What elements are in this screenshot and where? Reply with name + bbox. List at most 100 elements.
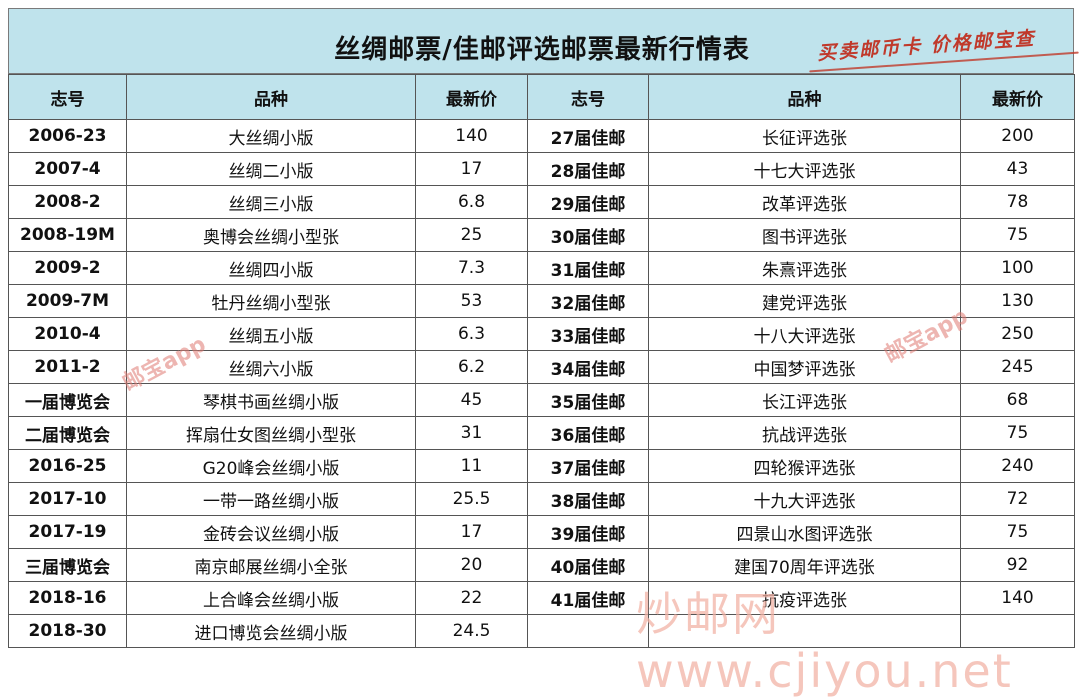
table-row: 2018-16 上合峰会丝绸小版 22 41届佳邮 抗疫评选张 140 <box>8 581 1075 615</box>
table-row: 2006-23 大丝绸小版 140 27届佳邮 长征评选张 200 <box>8 119 1075 153</box>
cell-code-left: 2017-19 <box>8 515 127 549</box>
cell-code-left: 2009-7M <box>8 284 127 318</box>
header-code-left: 志号 <box>8 74 127 120</box>
header-price-left: 最新价 <box>415 74 528 120</box>
cell-code-right: 38届佳邮 <box>527 482 649 516</box>
table-row: 2016-25 G20峰会丝绸小版 11 37届佳邮 四轮猴评选张 240 <box>8 449 1075 483</box>
cell-code-left: 2008-19M <box>8 218 127 252</box>
cell-price-right: 78 <box>960 185 1075 219</box>
empty-cell <box>527 614 649 648</box>
cell-name-left: 大丝绸小版 <box>126 119 416 153</box>
cell-code-left: 2018-16 <box>8 581 127 615</box>
cell-name-left: 丝绸四小版 <box>126 251 416 285</box>
cell-name-right: 改革评选张 <box>648 185 961 219</box>
cell-code-left: 一届博览会 <box>8 383 127 417</box>
table-body: 2006-23 大丝绸小版 140 27届佳邮 长征评选张 200 2007-4 丝绸二小版 1… <box>8 119 1075 648</box>
cell-name-left: 丝绸三小版 <box>126 185 416 219</box>
header-name-right: 品种 <box>648 74 961 120</box>
cell-price-left: 53 <box>415 284 528 318</box>
cell-code-left: 2010-4 <box>8 317 127 351</box>
cell-name-left: 奥博会丝绸小型张 <box>126 218 416 252</box>
header-code-right: 志号 <box>527 74 649 120</box>
cell-code-right: 41届佳邮 <box>527 581 649 615</box>
cell-code-right: 30届佳邮 <box>527 218 649 252</box>
cell-code-right: 35届佳邮 <box>527 383 649 417</box>
cell-name-right: 十九大评选张 <box>648 482 961 516</box>
cell-name-left: 牡丹丝绸小型张 <box>126 284 416 318</box>
table-row: 二届博览会 挥扇仕女图丝绸小型张 31 36届佳邮 抗战评选张 75 <box>8 416 1075 450</box>
table-row: 一届博览会 琴棋书画丝绸小版 45 35届佳邮 长江评选张 68 <box>8 383 1075 417</box>
cell-code-left: 二届博览会 <box>8 416 127 450</box>
cell-price-left: 31 <box>415 416 528 450</box>
cell-name-left: 金砖会议丝绸小版 <box>126 515 416 549</box>
page-title: 丝绸邮票/佳邮评选邮票最新行情表 <box>334 35 750 65</box>
cell-name-left: 丝绸二小版 <box>126 152 416 186</box>
cell-code-right: 31届佳邮 <box>527 251 649 285</box>
cell-name-left: 丝绸五小版 <box>126 317 416 351</box>
price-table: 志号 品种 最新价 志号 品种 最新价 2006-23 大丝绸小版 140 27届佳邮… <box>8 74 1075 648</box>
cell-name-right: 四景山水图评选张 <box>648 515 961 549</box>
cell-price-left: 24.5 <box>415 614 528 648</box>
cell-price-left: 17 <box>415 515 528 549</box>
cell-code-right: 32届佳邮 <box>527 284 649 318</box>
cell-name-right: 十八大评选张 <box>648 317 961 351</box>
cell-price-left: 6.8 <box>415 185 528 219</box>
cell-name-right: 十七大评选张 <box>648 152 961 186</box>
cell-price-right: 140 <box>960 581 1075 615</box>
cell-price-left: 17 <box>415 152 528 186</box>
cell-price-right: 245 <box>960 350 1075 384</box>
cell-price-right: 75 <box>960 515 1075 549</box>
cell-price-right: 75 <box>960 218 1075 252</box>
cell-code-left: 2018-30 <box>8 614 127 648</box>
table-row: 2018-30 进口博览会丝绸小版 24.5 <box>8 614 1075 648</box>
cell-price-right: 72 <box>960 482 1075 516</box>
cell-price-right: 200 <box>960 119 1075 153</box>
cell-name-left: 一带一路丝绸小版 <box>126 482 416 516</box>
cell-price-right: 100 <box>960 251 1075 285</box>
cell-price-right: 43 <box>960 152 1075 186</box>
cell-name-left: 挥扇仕女图丝绸小型张 <box>126 416 416 450</box>
cell-name-right: 抗战评选张 <box>648 416 961 450</box>
cell-price-left: 140 <box>415 119 528 153</box>
cell-name-left: 南京邮展丝绸小全张 <box>126 548 416 582</box>
cell-name-right: 长征评选张 <box>648 119 961 153</box>
header-row: 志号 品种 最新价 志号 品种 最新价 <box>8 74 1075 120</box>
cell-code-right: 27届佳邮 <box>527 119 649 153</box>
cell-price-left: 25 <box>415 218 528 252</box>
table-row: 2010-4 丝绸五小版 6.3 33届佳邮 十八大评选张 250 <box>8 317 1075 351</box>
cell-name-left: 进口博览会丝绸小版 <box>126 614 416 648</box>
cell-price-left: 45 <box>415 383 528 417</box>
cell-name-right: 抗疫评选张 <box>648 581 961 615</box>
cell-name-right: 建国70周年评选张 <box>648 548 961 582</box>
cell-price-right: 240 <box>960 449 1075 483</box>
cell-price-left: 22 <box>415 581 528 615</box>
cell-name-left: 琴棋书画丝绸小版 <box>126 383 416 417</box>
cell-code-right: 39届佳邮 <box>527 515 649 549</box>
header-price-right: 最新价 <box>960 74 1075 120</box>
title-bar: 丝绸邮票/佳邮评选邮票最新行情表 买卖邮币卡 价格邮宝查 <box>8 8 1079 74</box>
cell-name-left: 丝绸六小版 <box>126 350 416 384</box>
cell-name-right: 中国梦评选张 <box>648 350 961 384</box>
cell-name-right: 长江评选张 <box>648 383 961 417</box>
cell-price-right: 130 <box>960 284 1075 318</box>
cell-code-right: 37届佳邮 <box>527 449 649 483</box>
cell-name-right: 四轮猴评选张 <box>648 449 961 483</box>
cell-code-left: 2016-25 <box>8 449 127 483</box>
cell-price-right: 68 <box>960 383 1075 417</box>
table-row: 三届博览会 南京邮展丝绸小全张 20 40届佳邮 建国70周年评选张 92 <box>8 548 1075 582</box>
cell-code-left: 2007-4 <box>8 152 127 186</box>
table-row: 2017-19 金砖会议丝绸小版 17 39届佳邮 四景山水图评选张 75 <box>8 515 1075 549</box>
cell-name-right: 建党评选张 <box>648 284 961 318</box>
table-row: 2017-10 一带一路丝绸小版 25.5 38届佳邮 十九大评选张 72 <box>8 482 1075 516</box>
cell-price-left: 6.2 <box>415 350 528 384</box>
empty-cell <box>648 614 961 648</box>
cell-name-right: 朱熹评选张 <box>648 251 961 285</box>
cell-code-left: 2017-10 <box>8 482 127 516</box>
empty-cell <box>960 614 1075 648</box>
cell-price-left: 20 <box>415 548 528 582</box>
table-row: 2009-7M 牡丹丝绸小型张 53 32届佳邮 建党评选张 130 <box>8 284 1075 318</box>
cell-code-right: 34届佳邮 <box>527 350 649 384</box>
header-name-left: 品种 <box>126 74 416 120</box>
cell-price-left: 6.3 <box>415 317 528 351</box>
cell-code-left: 2006-23 <box>8 119 127 153</box>
